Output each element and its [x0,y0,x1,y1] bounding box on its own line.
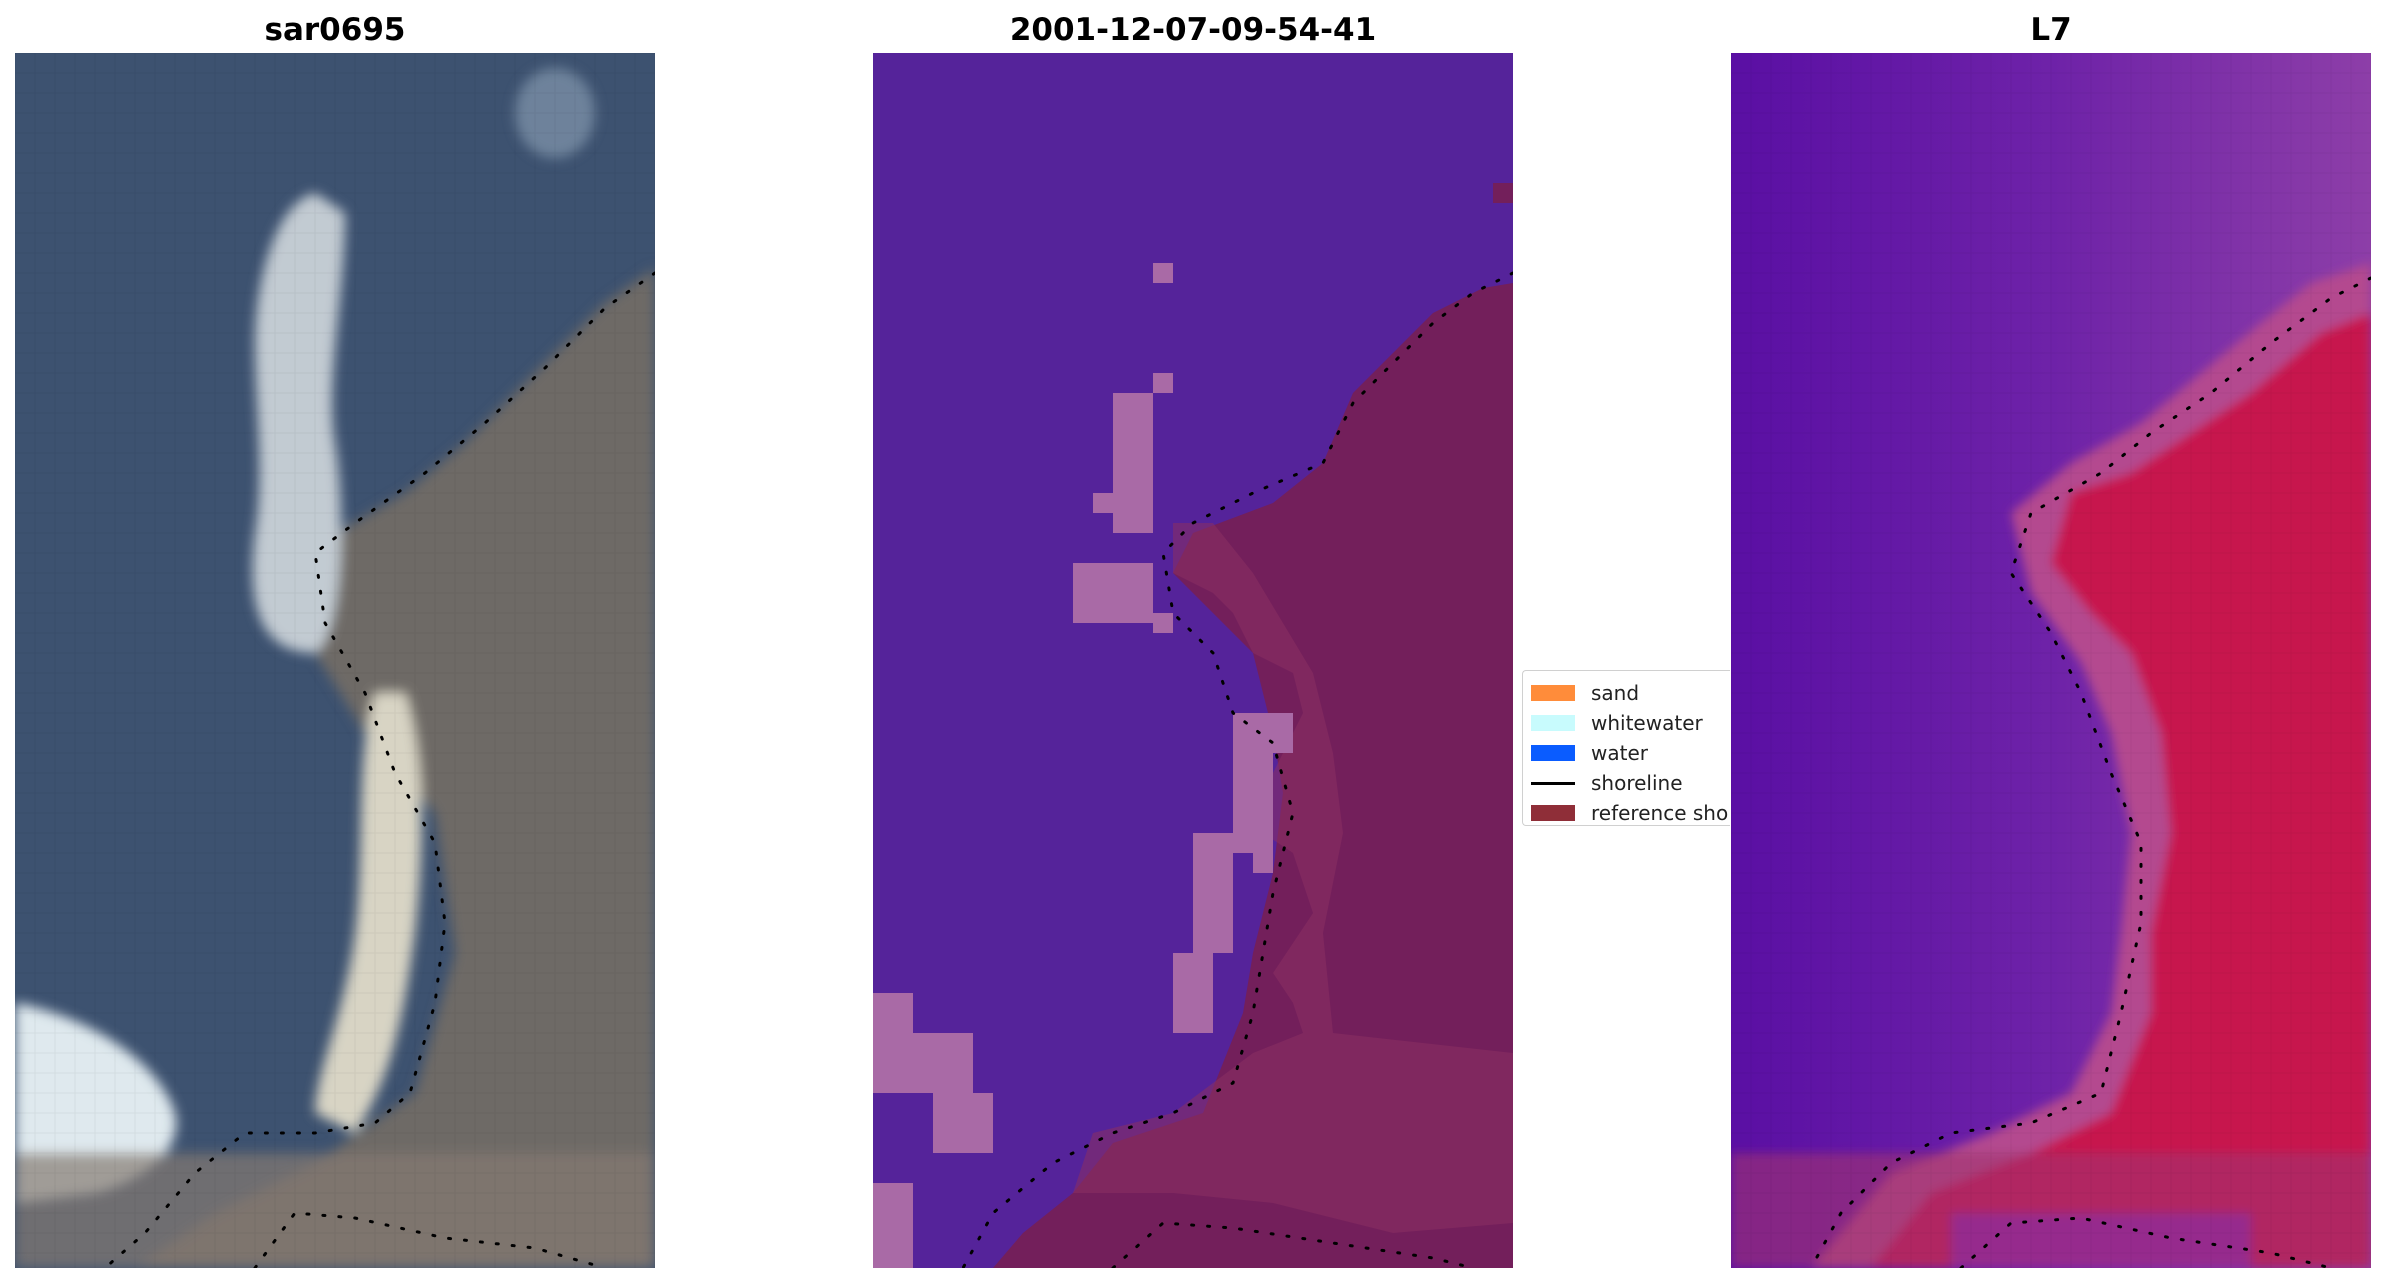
class-land [993,283,1513,1268]
legend-label-sand: sand [1591,681,1640,705]
water-index-image [1731,53,2371,1268]
index-image-svg [1731,53,2371,1268]
rgb-satellite-image [15,53,655,1268]
legend-swatch-whitewater [1531,715,1575,731]
legend: sand whitewater water shoreline referenc… [1522,670,1730,826]
legend-label-shoreline: shoreline [1591,771,1683,795]
shoreline-dots-south [253,1211,607,1268]
legend-label-water: water [1591,741,1648,765]
class-sand-patches [873,263,1293,1268]
legend-label-whitewater: whitewater [1591,711,1703,735]
classified-image-svg [873,53,1513,1268]
panel-title-index: L7 [2030,12,2072,48]
panel-title-classified: 2001-12-07-09-54-41 [1009,12,1377,48]
rgb-image-svg [15,53,655,1268]
legend-item-reference-shoreline: reference shoreline [1531,798,1730,825]
legend-swatch-sand [1531,685,1575,701]
legend-item-water: water [1531,738,1730,768]
classified-image [873,53,1513,1268]
reference-shoreline-band [1073,523,1513,1233]
panel-title-rgb: sar0695 [264,12,406,48]
legend-item-shoreline: shoreline [1531,768,1730,798]
shoreline-dots [103,271,655,1268]
legend-item-whitewater: whitewater [1531,708,1730,738]
legend-label-reference-shoreline: reference shoreline [1591,801,1730,825]
legend-swatch-reference-shoreline [1531,805,1575,821]
legend-item-sand: sand [1531,678,1730,708]
legend-swatch-water [1531,745,1575,761]
shoreline-dots [1809,276,2371,1268]
legend-line-shoreline [1531,775,1575,791]
shoreline-dots [961,271,1513,1268]
